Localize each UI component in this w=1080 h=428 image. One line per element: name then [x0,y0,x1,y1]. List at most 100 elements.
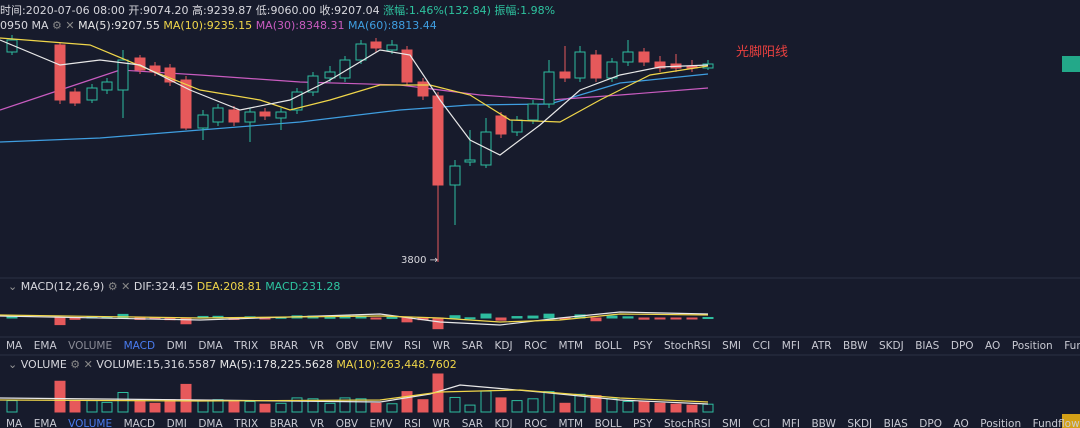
tab[interactable]: DMI [166,418,187,428]
candle [355,43,367,61]
macd-bar [180,317,192,325]
tab[interactable]: BOLL [594,340,622,352]
tab[interactable]: DMA [198,340,223,352]
tab[interactable]: AO [953,418,969,428]
tab[interactable]: MTM [558,340,584,352]
macd-legend: ⌄ MACD(12,26,9) ⚙ ✕ DIF:324.45 DEA:208.8… [8,280,341,293]
tab[interactable]: TRIX [234,418,259,428]
volume-bar [449,396,461,413]
macd-bar [495,317,507,321]
candle [574,51,586,79]
tab[interactable]: Position [1011,340,1053,352]
volume-bar [180,383,192,413]
tab[interactable]: EMV [369,340,393,352]
low-marker: 3800 → [401,255,439,266]
volume-bar [386,403,398,413]
tab[interactable]: MA [6,418,23,428]
tab[interactable]: SAR [461,340,484,352]
candle [244,111,256,123]
candle [370,41,382,49]
tab[interactable]: KDJ [494,340,513,352]
price-badge [1062,56,1080,72]
tab[interactable]: BOLL [594,418,622,428]
tab[interactable]: WR [432,418,451,428]
ma-line [0,389,709,403]
tab[interactable]: DMA [198,418,223,428]
tab[interactable]: RSI [403,418,421,428]
tab[interactable]: OBV [335,418,359,428]
volume-bar [228,400,240,413]
macd-bar [432,317,444,330]
volume-bar [417,399,429,413]
volume-bar [480,390,492,413]
tab[interactable]: ATR [811,340,832,352]
tab[interactable]: SMI [722,340,741,352]
tab[interactable]: Fundflow [1064,340,1080,352]
tab[interactable]: VOLUME [68,340,113,352]
price-badge [1062,414,1080,428]
candle [86,87,98,101]
tab[interactable]: CCI [752,418,771,428]
tab[interactable]: CCI [752,340,771,352]
candle [339,59,351,79]
volume-label: VOLUME [20,358,67,371]
tab[interactable]: VR [309,340,325,352]
tab[interactable]: BRAR [269,418,299,428]
tab[interactable]: ROC [524,340,548,352]
tab[interactable]: VR [309,418,325,428]
tab[interactable]: AO [985,340,1001,352]
volume-bar [244,401,256,413]
candle [54,44,66,101]
ma30: MA(30):8348.31 [255,19,345,32]
tab[interactable]: KDJ [494,418,513,428]
tab[interactable]: MA [6,340,23,352]
tab[interactable]: BRAR [269,340,299,352]
candle [275,111,287,119]
tab[interactable]: BIAS [915,340,940,352]
symbol: 0950 [0,19,28,32]
tab[interactable]: StochRSI [663,340,711,352]
tab[interactable]: DPO [950,340,974,352]
tab[interactable]: WR [432,340,451,352]
candle [117,59,129,91]
tab[interactable]: TRIX [234,340,259,352]
volume-bar [355,398,367,413]
amplitude: 振幅:1.98% [494,4,556,17]
tab[interactable]: BIAS [883,418,908,428]
tab[interactable]: MTM [558,418,584,428]
tab[interactable]: MACD [123,418,156,428]
tab[interactable]: RSI [403,340,421,352]
tab[interactable]: MACD [123,340,156,352]
tab[interactable]: EMV [369,418,393,428]
macd-bar [527,315,539,319]
tab[interactable]: PSY [633,340,653,352]
high: 高:9239.87 [192,4,253,17]
tab[interactable]: OBV [335,340,359,352]
ma60: MA(60):8813.44 [347,19,437,32]
tab[interactable]: VOLUME [68,418,113,428]
tab[interactable]: MFI [781,340,800,352]
tab[interactable]: DPO [919,418,942,428]
tab[interactable]: ROC [524,418,548,428]
tab[interactable]: BBW [843,340,868,352]
tab[interactable]: BBW [811,418,836,428]
tab[interactable]: SMI [722,418,741,428]
tab[interactable]: Position [980,418,1022,428]
tab[interactable]: StochRSI [663,418,711,428]
tab[interactable]: SAR [461,418,484,428]
tab[interactable]: DMI [166,340,187,352]
tab[interactable]: EMA [33,340,57,352]
candle [606,61,618,79]
ohlc-header: 时间:2020-07-06 08:00 开:9074.20 高:9239.87 … [0,2,555,18]
tab[interactable]: SKDJ [847,418,873,428]
volume-bar [622,401,634,413]
candle [432,95,444,186]
tab[interactable]: Fundflow [1032,418,1080,428]
tab[interactable]: EMA [33,418,57,428]
tab[interactable]: SKDJ [878,340,904,352]
tab[interactable]: MFI [781,418,800,428]
volume-bar [606,398,618,413]
tab[interactable]: PSY [633,418,653,428]
candle [6,39,18,53]
